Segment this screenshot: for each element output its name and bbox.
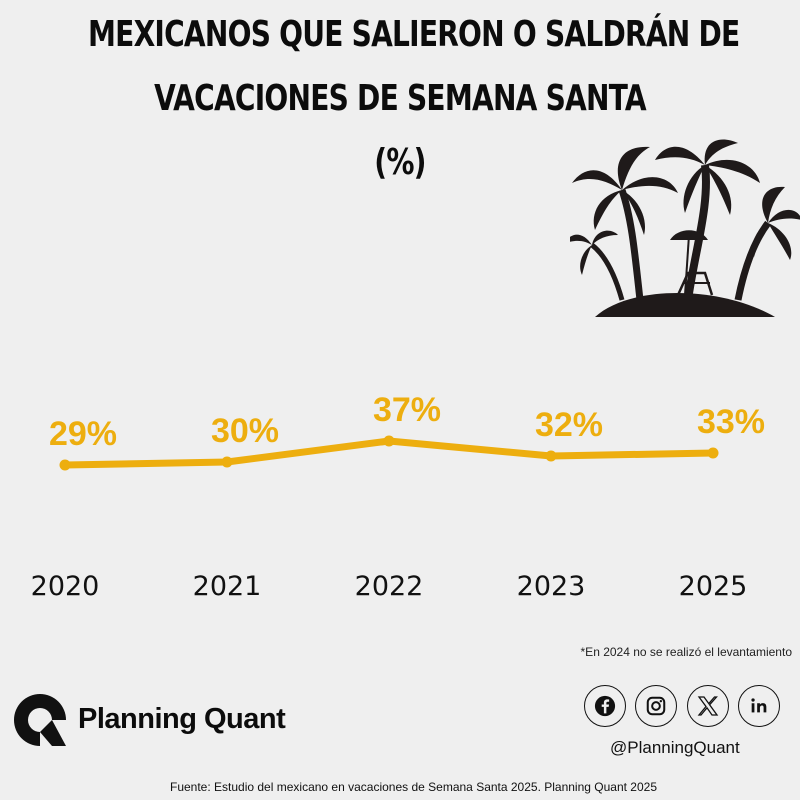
planning-quant-logo-icon — [14, 694, 66, 746]
brand-name: Planning Quant — [78, 703, 286, 735]
line-chart: 29% 2020 30% 2021 37% 2022 32% 2023 33% 2025 — [31, 391, 765, 602]
x-tick-label-2022: 2022 — [355, 571, 424, 602]
x-icon[interactable] — [687, 685, 729, 727]
data-label-2023: 32% — [535, 406, 603, 444]
data-label-2021: 30% — [211, 412, 279, 450]
x-tick-label-2023: 2023 — [517, 571, 586, 602]
data-label-2022: 37% — [373, 391, 441, 429]
x-tick-label-2025: 2025 — [679, 571, 748, 602]
data-point-2022 — [383, 435, 395, 447]
social-handle[interactable]: @PlanningQuant — [610, 738, 740, 757]
data-point-2025 — [707, 447, 719, 459]
instagram-icon[interactable] — [635, 685, 677, 727]
chart-title-line-1: MEXICANOS QUE SALIERON O SALDRÁN DE — [88, 14, 740, 55]
chart-title-unit: (%) — [374, 142, 426, 183]
facebook-icon[interactable] — [584, 685, 626, 727]
data-label-2020: 29% — [49, 415, 117, 453]
data-point-2020 — [59, 459, 71, 471]
data-point-2023 — [545, 450, 557, 462]
palm-island-icon — [570, 139, 800, 317]
x-tick-label-2021: 2021 — [193, 571, 262, 602]
x-tick-label-2020: 2020 — [31, 571, 100, 602]
data-point-2021 — [221, 456, 233, 468]
data-label-2025: 33% — [697, 403, 765, 441]
chart-title-line-2: VACACIONES DE SEMANA SANTA — [154, 78, 647, 119]
footnote: *En 2024 no se realizó el levantamiento — [580, 645, 792, 659]
linkedin-icon[interactable] — [738, 685, 780, 727]
source-note: Fuente: Estudio del mexicano en vacacion… — [170, 780, 658, 794]
